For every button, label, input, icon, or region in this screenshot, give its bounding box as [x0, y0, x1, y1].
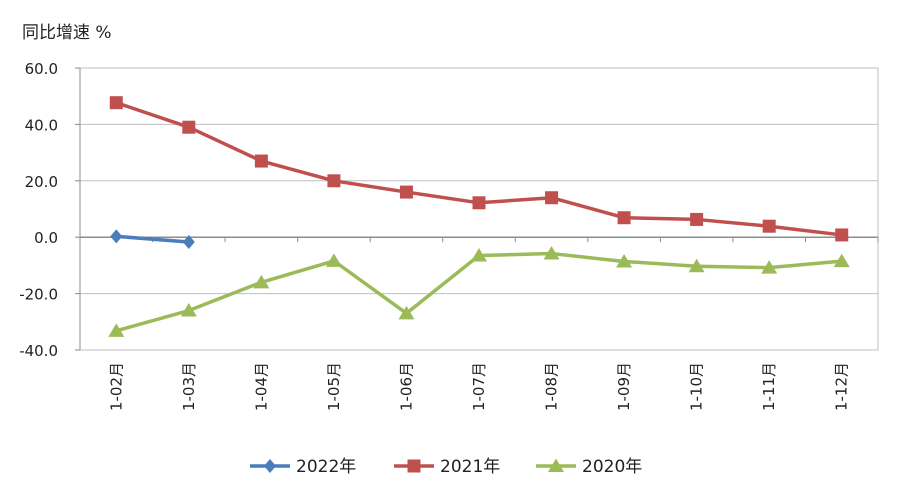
series-2021	[109, 96, 849, 242]
data-point-marker	[182, 120, 196, 134]
data-point-marker	[253, 274, 270, 289]
series-2020	[108, 246, 850, 337]
data-point-marker	[835, 228, 849, 242]
x-tick-label: 1-11月	[760, 362, 778, 411]
data-point-marker	[325, 253, 342, 267]
data-point-marker	[762, 219, 776, 233]
data-point-marker	[545, 191, 559, 205]
x-tick-label: 1-06月	[397, 362, 415, 411]
x-tick-label: 1-02月	[107, 362, 125, 411]
x-tick-label: 1-04月	[252, 362, 270, 411]
data-point-marker	[616, 253, 633, 268]
x-tick-label: 1-03月	[180, 362, 198, 411]
y-tick-label: 20.0	[25, 173, 58, 191]
data-point-marker	[398, 305, 415, 320]
y-tick-label: -40.0	[19, 342, 58, 360]
y-tick-label: 0.0	[34, 229, 58, 247]
legend-item: 2021年	[394, 457, 500, 477]
x-tick-label: 1-09月	[615, 362, 633, 411]
legend-item: 2020年	[536, 457, 642, 477]
data-point-marker	[254, 154, 268, 168]
series-line	[115, 251, 842, 333]
data-point-marker	[264, 459, 276, 473]
data-point-marker	[327, 174, 341, 188]
data-point-marker	[833, 253, 850, 268]
x-tick-label: 1-10月	[688, 362, 706, 411]
data-point-marker	[180, 303, 197, 317]
x-tick-label: 1-05月	[325, 362, 343, 411]
data-point-marker	[761, 260, 778, 274]
x-tick-label: 1-07月	[470, 362, 488, 411]
y-axis-title: 同比增速 %	[22, 23, 112, 43]
data-point-marker	[108, 323, 125, 337]
series-line	[116, 234, 189, 244]
data-point-marker	[399, 185, 413, 199]
legend-label: 2021年	[440, 457, 500, 477]
data-point-marker	[617, 211, 631, 225]
data-point-marker	[472, 196, 486, 210]
legend-label: 2022年	[296, 457, 356, 477]
series-line	[115, 101, 842, 237]
y-tick-label: 60.0	[25, 60, 58, 78]
data-point-marker	[543, 246, 560, 260]
data-point-marker	[109, 96, 123, 110]
x-tick-label: 1-12月	[833, 362, 851, 411]
data-point-marker	[690, 212, 704, 226]
x-tick-label: 1-08月	[543, 362, 561, 411]
data-point-marker	[688, 258, 705, 273]
data-point-marker	[407, 459, 421, 473]
series-2022	[110, 229, 195, 249]
data-point-marker	[471, 248, 487, 262]
legend-label: 2020年	[582, 457, 642, 477]
y-tick-label: 40.0	[25, 116, 58, 134]
data-point-marker	[182, 234, 195, 249]
y-tick-label: -20.0	[19, 286, 58, 304]
data-point-marker	[548, 458, 564, 472]
legend-item: 2022年	[250, 457, 356, 477]
data-point-marker	[110, 229, 123, 244]
